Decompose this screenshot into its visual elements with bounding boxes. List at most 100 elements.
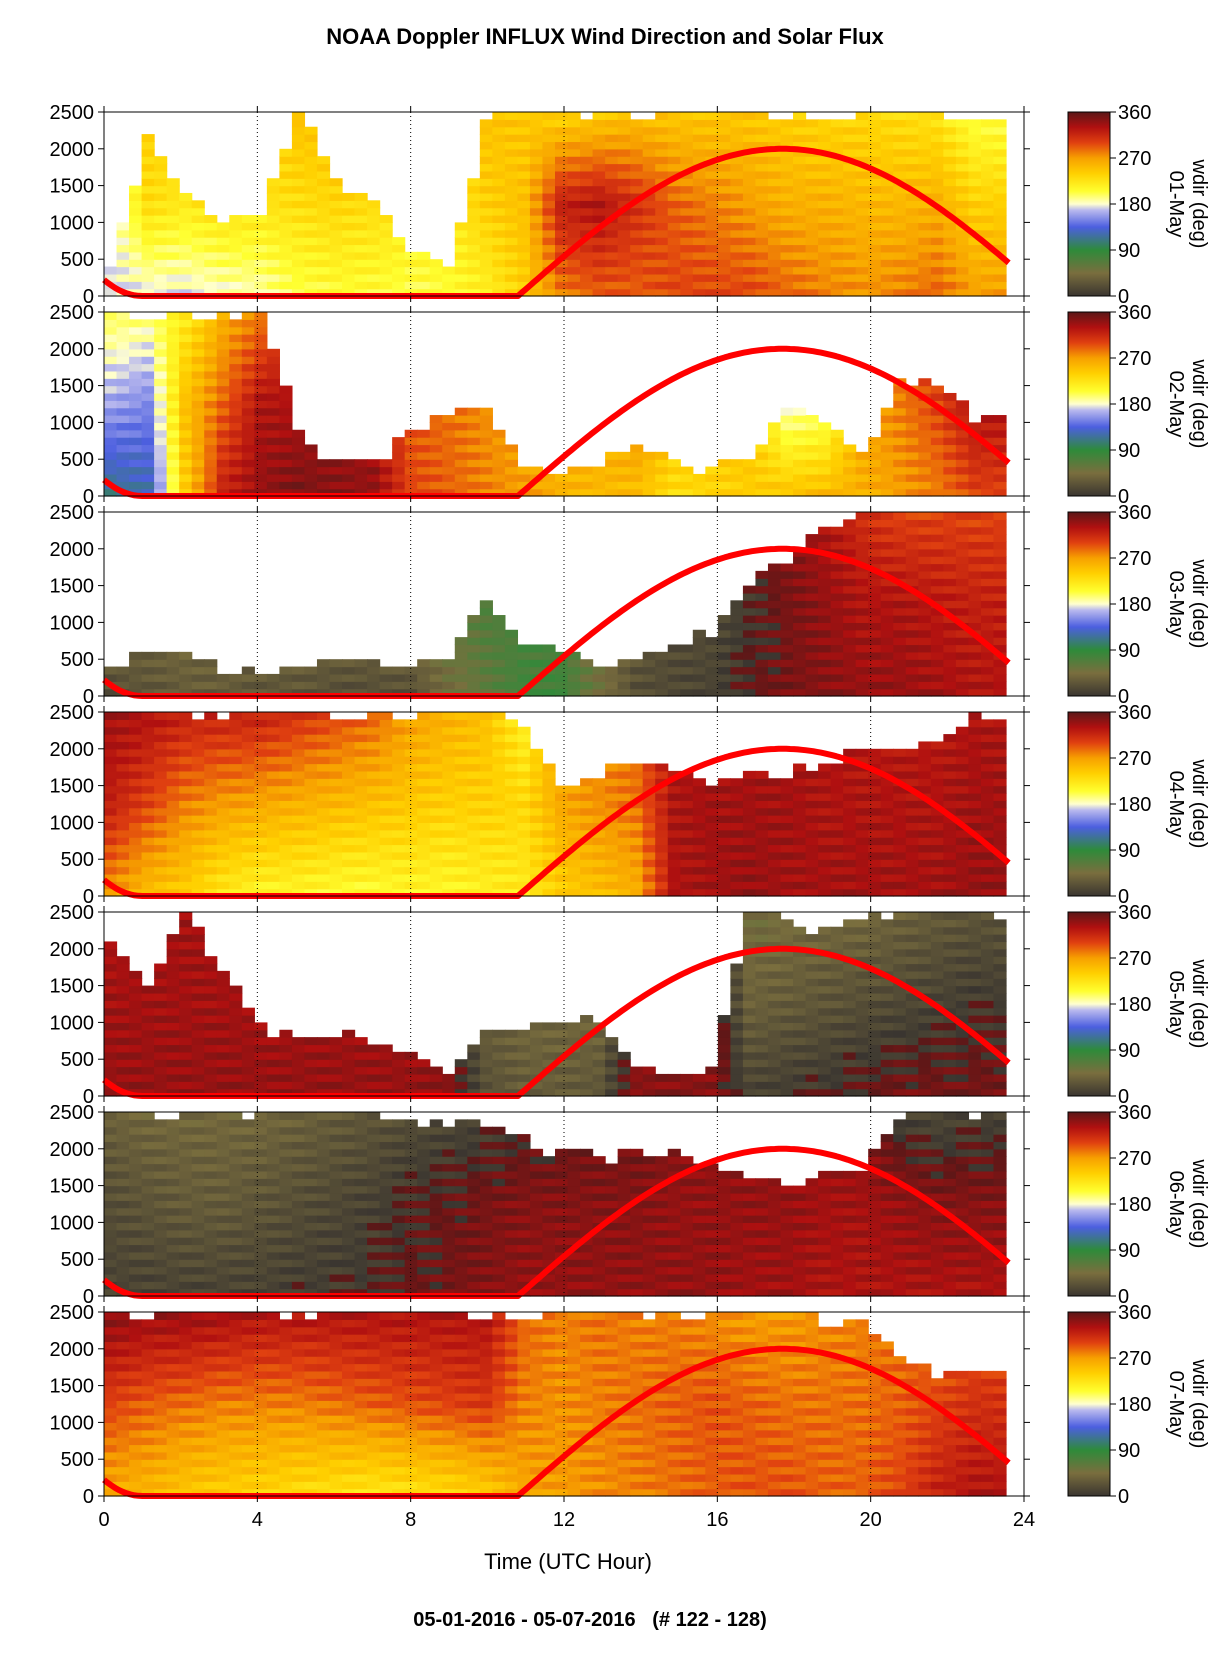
heatmap-cell	[881, 881, 894, 889]
heatmap-cell	[530, 252, 543, 260]
heatmap-cell	[643, 459, 656, 467]
heatmap-cell	[392, 771, 405, 779]
heatmap-cell	[568, 830, 581, 838]
heatmap-cell	[405, 749, 418, 757]
heatmap-cell	[179, 481, 192, 489]
heatmap-cell	[229, 830, 242, 838]
heatmap-cell	[167, 971, 180, 979]
heatmap-cell	[993, 289, 1006, 297]
heatmap-cell	[856, 200, 869, 208]
heatmap-cell	[643, 808, 656, 816]
heatmap-cell	[968, 800, 981, 808]
heatmap-cell	[580, 222, 593, 230]
heatmap-cell	[956, 408, 969, 416]
heatmap-cell	[142, 734, 155, 742]
heatmap-cell	[317, 852, 330, 860]
heatmap-cell	[831, 178, 844, 186]
heatmap-cell	[931, 156, 944, 164]
heatmap-cell	[818, 844, 831, 852]
heatmap-cell	[643, 127, 656, 135]
heatmap-cell	[931, 689, 944, 697]
heatmap-cell	[367, 874, 380, 882]
heatmap-cell	[881, 859, 894, 867]
heatmap-cell	[680, 237, 693, 245]
heatmap-cell	[580, 200, 593, 208]
colorbar-strip	[1068, 712, 1110, 896]
heatmap-cell	[630, 808, 643, 816]
heatmap-cell	[668, 681, 681, 689]
heatmap-cell	[643, 778, 656, 786]
heatmap-cell	[492, 134, 505, 142]
heatmap-cell	[254, 844, 267, 852]
heatmap-cell	[179, 912, 192, 920]
heatmap-cell	[993, 867, 1006, 875]
heatmap-cell	[292, 237, 305, 245]
heatmap-cell	[605, 237, 618, 245]
heatmap-cell	[768, 593, 781, 601]
heatmap-cell	[618, 822, 631, 830]
heatmap-cell	[755, 778, 768, 786]
heatmap-cell	[217, 681, 230, 689]
heatmap-cell	[355, 822, 368, 830]
heatmap-cell	[142, 786, 155, 794]
heatmap-cell	[893, 452, 906, 460]
heatmap-cell	[142, 171, 155, 179]
heatmap-cell	[818, 881, 831, 889]
heatmap-cell	[593, 881, 606, 889]
heatmap-cell	[868, 689, 881, 697]
heatmap-cell	[781, 274, 794, 282]
heatmap-cell	[768, 608, 781, 616]
heatmap-cell	[242, 252, 255, 260]
heatmap-cell	[893, 459, 906, 467]
heatmap-cell	[342, 881, 355, 889]
heatmap-cell	[981, 289, 994, 297]
heatmap-cell	[167, 1030, 180, 1038]
heatmap-cell	[392, 667, 405, 675]
heatmap-cell	[129, 681, 142, 689]
heatmap-cell	[881, 415, 894, 423]
heatmap-cell	[806, 830, 819, 838]
heatmap-cell	[793, 867, 806, 875]
heatmap-cell	[367, 756, 380, 764]
heatmap-cell	[417, 267, 430, 275]
heatmap-cell	[580, 186, 593, 194]
heatmap-cell	[304, 452, 317, 460]
heatmap-cell	[806, 644, 819, 652]
heatmap-cell	[117, 244, 130, 252]
heatmap-cell	[943, 874, 956, 882]
heatmap-cell	[217, 749, 230, 757]
heatmap-cell	[705, 186, 718, 194]
heatmap-cell	[818, 267, 831, 275]
heatmap-cell	[893, 534, 906, 542]
heatmap-cell	[881, 630, 894, 638]
heatmap-cell	[906, 171, 919, 179]
heatmap-cell	[304, 459, 317, 467]
heatmap-cell	[981, 815, 994, 823]
heatmap-cell	[229, 1081, 242, 1089]
heatmap-cell	[254, 252, 267, 260]
heatmap-cell	[417, 727, 430, 735]
heatmap-cell	[355, 667, 368, 675]
heatmap-cell	[818, 244, 831, 252]
heatmap-cell	[467, 681, 480, 689]
heatmap-cell	[968, 815, 981, 823]
heatmap-cell	[918, 764, 931, 772]
heatmap-cell	[129, 830, 142, 838]
heatmap-cell	[893, 608, 906, 616]
heatmap-cell	[668, 127, 681, 135]
heatmap-cell	[818, 615, 831, 623]
heatmap-cell	[430, 712, 443, 720]
heatmap-cell	[542, 252, 555, 260]
heatmap-cell	[292, 808, 305, 816]
heatmap-cell	[843, 667, 856, 675]
heatmap-cell	[868, 112, 881, 120]
heatmap-cell	[455, 459, 468, 467]
heatmap-cell	[179, 756, 192, 764]
heatmap-cell	[868, 281, 881, 289]
heatmap-cell	[943, 400, 956, 408]
heatmap-cell	[755, 164, 768, 172]
heatmap-cell	[330, 674, 343, 682]
heatmap-cell	[881, 208, 894, 216]
heatmap-cell	[254, 837, 267, 845]
heatmap-cell	[179, 1000, 192, 1008]
